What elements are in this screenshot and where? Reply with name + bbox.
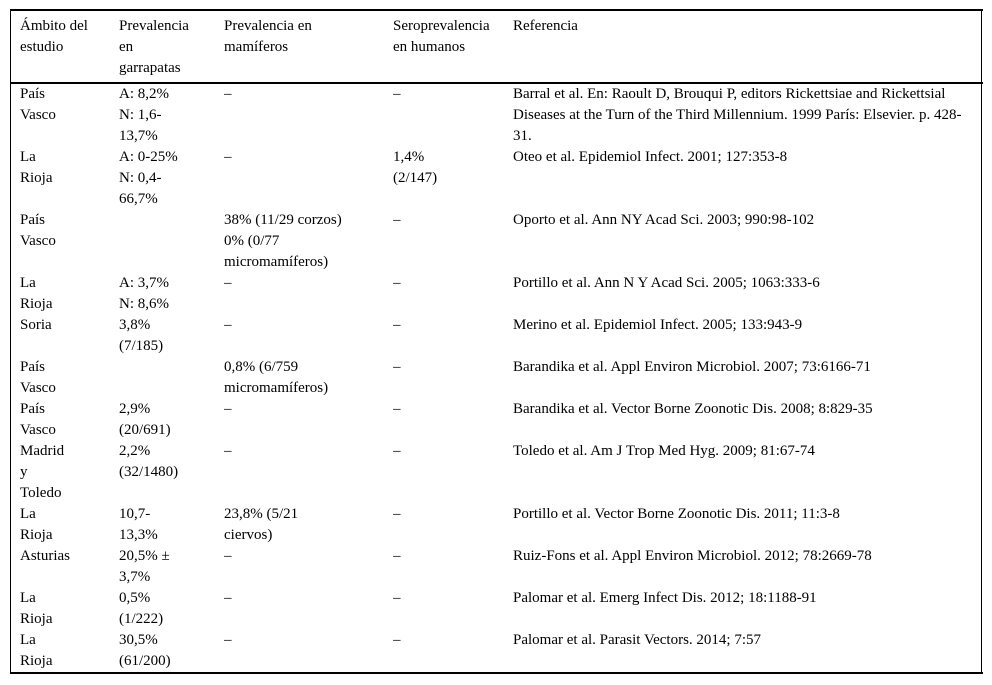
cell-ambito-del-estudio: La Rioja <box>20 506 53 543</box>
table-row: La Rioja 30,5% (61/200) – – Palomar et a… <box>11 630 983 673</box>
cell-seroprevalencia-humanos: – <box>393 275 401 291</box>
cell-prevalencia-mamiferos: – <box>224 632 232 648</box>
column-header-prevalencia-mamiferos: Prevalencia en mamíferos <box>224 18 312 55</box>
table-row: La Rioja 10,7- 13,3% 23,8% (5/21 ciervos… <box>11 504 983 546</box>
cell-ambito-del-estudio: País Vasco <box>20 86 56 123</box>
cell-prevalencia-mamiferos: – <box>224 548 232 564</box>
study-table-frame: Ámbito del estudio Prevalencia en garrap… <box>10 9 983 674</box>
cell-prevalencia-garrapatas: 2,2% (32/1480) <box>119 443 179 480</box>
table-row: Madrid y Toledo 2,2% (32/1480) – – Toled… <box>11 441 983 504</box>
cell-seroprevalencia-humanos: – <box>393 590 401 606</box>
cell-referencia: Palomar et al. Parasit Vectors. 2014; 7:… <box>513 632 762 648</box>
cell-prevalencia-garrapatas: 0,5% (1/222) <box>119 590 164 627</box>
cell-seroprevalencia-humanos: – <box>393 632 401 648</box>
column-header-prevalencia-garrapatas: Prevalencia en garrapatas <box>119 18 189 76</box>
cell-prevalencia-mamiferos: 0,8% (6/759 micromamíferos) <box>224 359 329 396</box>
cell-ambito-del-estudio: País Vasco <box>20 212 56 249</box>
cell-referencia: Palomar et al. Emerg Infect Dis. 2012; 1… <box>513 590 817 606</box>
cell-prevalencia-mamiferos: – <box>224 317 232 333</box>
cell-ambito-del-estudio: País Vasco <box>20 359 56 396</box>
cell-seroprevalencia-humanos: – <box>393 212 401 228</box>
cell-prevalencia-mamiferos: 38% (11/29 corzos) 0% (0/77 micromamífer… <box>224 212 342 270</box>
cell-seroprevalencia-humanos: – <box>393 548 401 564</box>
cell-referencia: Toledo et al. Am J Trop Med Hyg. 2009; 8… <box>513 443 815 459</box>
table-row: Soria 3,8% (7/185) – – Merino et al. Epi… <box>11 315 983 357</box>
cell-prevalencia-garrapatas: 10,7- 13,3% <box>119 506 158 543</box>
table-row: País Vasco 0,8% (6/759 micromamíferos) –… <box>11 357 983 399</box>
cell-seroprevalencia-humanos: – <box>393 506 401 522</box>
cell-prevalencia-mamiferos: 23,8% (5/21 ciervos) <box>224 506 299 543</box>
cell-seroprevalencia-humanos: – <box>393 359 401 375</box>
cell-prevalencia-mamiferos: – <box>224 86 232 102</box>
cell-ambito-del-estudio: Asturias <box>20 548 70 564</box>
cell-ambito-del-estudio: Soria <box>20 317 52 333</box>
cell-ambito-del-estudio: La Rioja <box>20 632 53 669</box>
table-row: País Vasco A: 8,2% N: 1,6- 13,7% – – Bar… <box>11 83 983 147</box>
cell-prevalencia-mamiferos: – <box>224 149 232 165</box>
cell-ambito-del-estudio: La Rioja <box>20 149 53 186</box>
cell-prevalencia-garrapatas <box>119 210 224 273</box>
table-row: La Rioja A: 3,7% N: 8,6% – – Portillo et… <box>11 273 983 315</box>
cell-prevalencia-mamiferos: – <box>224 401 232 417</box>
table-body: País Vasco A: 8,2% N: 1,6- 13,7% – – Bar… <box>11 83 983 673</box>
column-header-seroprevalencia-humanos: Seroprevalencia en humanos <box>393 18 490 55</box>
cell-prevalencia-garrapatas: A: 0-25% N: 0,4- 66,7% <box>119 149 178 207</box>
cell-referencia: Barandika et al. Vector Borne Zoonotic D… <box>513 401 873 417</box>
cell-prevalencia-garrapatas: 3,8% (7/185) <box>119 317 164 354</box>
cell-prevalencia-garrapatas: 30,5% (61/200) <box>119 632 171 669</box>
cell-prevalencia-mamiferos: – <box>224 590 232 606</box>
cell-referencia: Ruiz-Fons et al. Appl Environ Microbiol.… <box>513 548 872 564</box>
cell-ambito-del-estudio: Madrid y Toledo <box>20 443 65 501</box>
cell-seroprevalencia-humanos: – <box>393 317 401 333</box>
cell-referencia: Oteo et al. Epidemiol Infect. 2001; 127:… <box>513 149 788 165</box>
cell-ambito-del-estudio: La Rioja <box>20 275 53 312</box>
cell-prevalencia-garrapatas: 2,9% (20/691) <box>119 401 171 438</box>
cell-prevalencia-garrapatas: A: 3,7% N: 8,6% <box>119 275 169 312</box>
table-row: La Rioja A: 0-25% N: 0,4- 66,7% – 1,4% (… <box>11 147 983 210</box>
cell-referencia: Merino et al. Epidemiol Infect. 2005; 13… <box>513 317 803 333</box>
cell-prevalencia-garrapatas: 20,5% ± 3,7% <box>119 548 170 585</box>
cell-referencia: Portillo et al. Ann N Y Acad Sci. 2005; … <box>513 275 820 291</box>
cell-prevalencia-mamiferos: – <box>224 275 232 291</box>
table-header-row: Ámbito del estudio Prevalencia en garrap… <box>11 10 983 83</box>
cell-prevalencia-mamiferos: – <box>224 443 232 459</box>
table-row: La Rioja 0,5% (1/222) – – Palomar et al.… <box>11 588 983 630</box>
cell-seroprevalencia-humanos: 1,4% (2/147) <box>393 149 438 186</box>
cell-ambito-del-estudio: La Rioja <box>20 590 53 627</box>
cell-seroprevalencia-humanos: – <box>393 443 401 459</box>
cell-ambito-del-estudio: País Vasco <box>20 401 56 438</box>
cell-seroprevalencia-humanos: – <box>393 86 401 102</box>
table-row: País Vasco 2,9% (20/691) – – Barandika e… <box>11 399 983 441</box>
cell-referencia: Barral et al. En: Raoult D, Brouqui P, e… <box>513 86 962 144</box>
column-header-ambito-del-estudio: Ámbito del estudio <box>20 18 88 55</box>
cell-referencia: Oporto et al. Ann NY Acad Sci. 2003; 990… <box>513 212 815 228</box>
table-row: País Vasco 38% (11/29 corzos) 0% (0/77 m… <box>11 210 983 273</box>
cell-referencia: Portillo et al. Vector Borne Zoonotic Di… <box>513 506 840 522</box>
prevalence-table: Ámbito del estudio Prevalencia en garrap… <box>11 9 983 674</box>
cell-prevalencia-garrapatas: A: 8,2% N: 1,6- 13,7% <box>119 86 169 144</box>
cell-seroprevalencia-humanos: – <box>393 401 401 417</box>
table-row: Asturias 20,5% ± 3,7% – – Ruiz-Fons et a… <box>11 546 983 588</box>
column-header-referencia: Referencia <box>513 18 578 34</box>
cell-referencia: Barandika et al. Appl Environ Microbiol.… <box>513 359 871 375</box>
cell-prevalencia-garrapatas <box>119 357 224 399</box>
